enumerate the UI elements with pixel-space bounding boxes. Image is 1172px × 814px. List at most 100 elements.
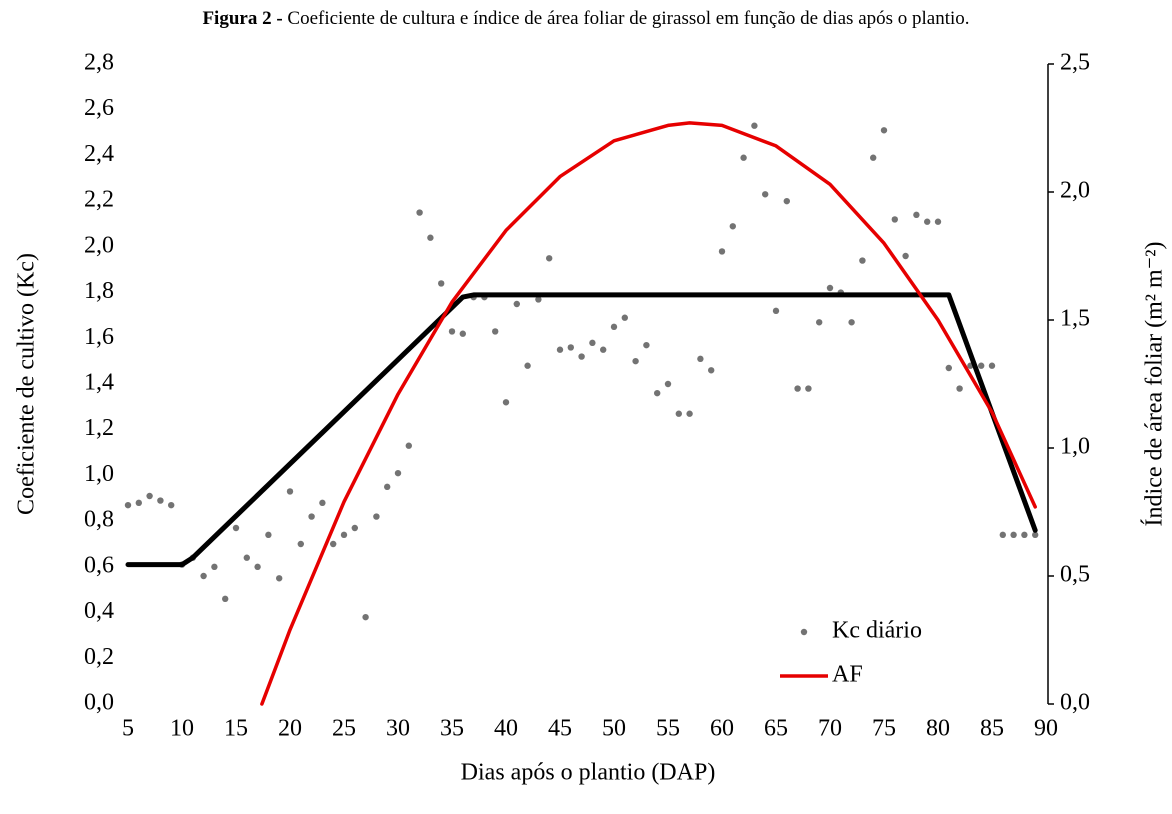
data-point: [913, 211, 920, 219]
x-tick-label: 75: [872, 716, 896, 742]
data-point: [340, 531, 348, 539]
data-point: [567, 344, 574, 351]
data-point: [297, 540, 304, 548]
data-point: [276, 575, 283, 582]
y2-tick-label: 1,5: [1060, 306, 1090, 332]
data-point: [405, 442, 412, 449]
data-point: [146, 492, 153, 500]
legend-label: Kc diário: [832, 618, 922, 644]
data-point: [902, 252, 909, 260]
x-tick-label: 90: [1034, 716, 1058, 742]
x-tick-label: 15: [224, 716, 248, 742]
data-point: [286, 488, 294, 495]
y-tick-label: 0,8: [84, 507, 114, 533]
data-point: [157, 497, 164, 504]
data-point: [135, 499, 142, 507]
data-point: [621, 314, 628, 321]
data-point: [459, 330, 466, 337]
data-point: [729, 223, 736, 230]
data-point: [373, 513, 380, 520]
data-point: [211, 563, 218, 571]
data-point: [589, 339, 596, 347]
data-point: [427, 234, 434, 241]
x-tick-label: 50: [602, 716, 626, 742]
data-point: [1010, 531, 1017, 539]
x-tick-label: 10: [170, 716, 194, 742]
x-tick-label: 40: [494, 716, 518, 742]
y-tick-label: 0,0: [84, 690, 114, 716]
y-tick-label: 2,0: [84, 232, 114, 258]
y2-axis-label: Índice de área foliar (m² m⁻²): [1142, 242, 1168, 527]
data-point: [664, 380, 672, 388]
figure-label: Figura 2 -: [202, 8, 282, 29]
data-point: [978, 362, 985, 369]
data-point: [697, 355, 704, 363]
data-point: [848, 319, 855, 326]
data-point: [600, 346, 607, 353]
x-tick-label: 85: [980, 716, 1004, 742]
y2-tick-label: 0,0: [1060, 690, 1090, 716]
y-tick-label: 0,6: [84, 552, 114, 578]
chart-title: Figura 2 - Coeficiente de cultura e índi…: [202, 8, 969, 29]
y-tick-label: 0,4: [84, 598, 114, 624]
data-point: [384, 483, 391, 491]
y2-tick-label: 2,0: [1060, 178, 1090, 204]
legend-label: AF: [832, 662, 863, 688]
x-tick-label: 70: [818, 716, 842, 742]
y-tick-label: 2,6: [84, 95, 114, 121]
data-point: [524, 362, 531, 369]
data-point: [632, 357, 639, 365]
y-tick-label: 1,8: [84, 278, 114, 304]
data-point: [546, 255, 553, 262]
legend-marker: [800, 628, 808, 636]
data-point: [826, 284, 834, 292]
title-text: Coeficiente de cultura e índice de área …: [287, 8, 969, 29]
x-tick-label: 5: [122, 716, 134, 742]
x-tick-label: 45: [548, 716, 572, 742]
y-tick-label: 1,0: [84, 461, 114, 487]
y-tick-label: 0,2: [84, 644, 114, 670]
data-point: [794, 385, 801, 392]
data-point: [870, 154, 877, 161]
data-point: [492, 328, 499, 335]
x-tick-label: 25: [332, 716, 356, 742]
y-tick-label: 2,8: [84, 50, 114, 76]
data-point: [200, 572, 207, 580]
data-point: [999, 531, 1006, 539]
data-point: [708, 367, 715, 374]
x-tick-label: 20: [278, 716, 302, 742]
data-point: [265, 531, 272, 539]
data-point: [243, 554, 250, 561]
x-tick-label: 35: [440, 716, 464, 742]
y2-tick-label: 1,0: [1060, 434, 1090, 460]
data-point: [448, 328, 456, 335]
data-point: [675, 410, 682, 417]
data-point: [772, 307, 780, 315]
y2-tick-label: 2,5: [1060, 50, 1090, 76]
data-point: [783, 197, 790, 205]
data-point: [362, 613, 369, 621]
data-point: [740, 154, 747, 161]
y2-tick-label: 0,5: [1060, 562, 1090, 588]
data-point: [816, 319, 823, 326]
data-point: [254, 563, 261, 571]
data-point: [319, 499, 326, 507]
series-line: [125, 292, 1038, 568]
series-line: [260, 121, 1037, 706]
data-point: [222, 595, 229, 603]
y-tick-label: 2,2: [84, 187, 114, 213]
data-point: [610, 323, 618, 331]
data-point: [956, 385, 963, 392]
data-point: [168, 501, 175, 509]
x-tick-label: 65: [764, 716, 788, 742]
data-point: [988, 362, 996, 369]
data-point: [330, 540, 337, 548]
data-point: [351, 524, 358, 532]
data-point: [416, 209, 423, 216]
data-point: [308, 513, 315, 520]
x-axis-label: Dias após o plantio (DAP): [461, 760, 716, 786]
data-point: [654, 389, 661, 397]
data-point: [1021, 531, 1028, 539]
data-point: [513, 300, 520, 308]
